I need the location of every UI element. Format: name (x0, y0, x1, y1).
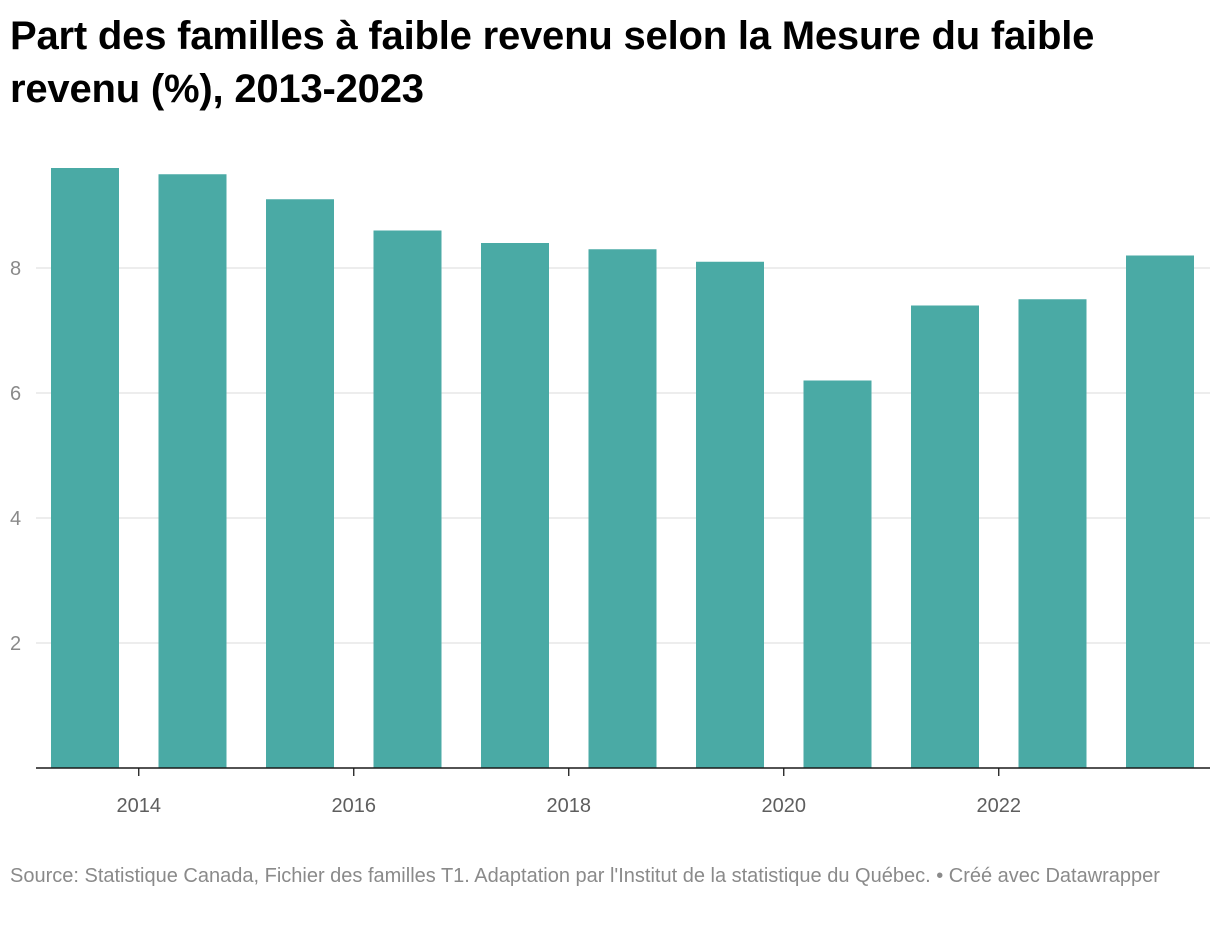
bar-2021 (911, 305, 979, 768)
source-note: Source: Statistique Canada, Fichier des … (10, 865, 1160, 887)
x-tick-label-2014: 2014 (117, 795, 162, 817)
bar-2018 (588, 249, 657, 768)
x-tick-label-2022: 2022 (977, 795, 1022, 817)
y-tick-label-6: 6 (10, 383, 21, 405)
chart-title: Part des familles à faible revenu selon … (10, 14, 1095, 111)
bar-2020 (803, 380, 872, 768)
y-tick-label-2: 2 (10, 633, 21, 655)
bar-2019 (696, 261, 764, 768)
x-tick-label-2020: 2020 (762, 795, 807, 817)
y-axis-labels: 2 4 6 8 (10, 258, 21, 655)
bar-2016 (373, 230, 442, 768)
x-axis: 2014 2016 2018 2020 2022 (36, 767, 1210, 817)
bar-chart: 2 4 6 8 2014 2016 2018 2020 2022 (10, 168, 1210, 817)
bar-2023 (1126, 255, 1194, 768)
y-tick-label-8: 8 (10, 258, 21, 280)
x-tick-label-2016: 2016 (332, 795, 377, 817)
bars (51, 168, 1194, 768)
bar-2015 (266, 199, 334, 768)
bar-2013 (51, 168, 119, 768)
x-tick-label-2018: 2018 (547, 795, 592, 817)
bar-2014 (158, 174, 227, 768)
y-tick-label-4: 4 (10, 508, 21, 530)
bar-2017 (481, 243, 549, 768)
bar-2022 (1018, 299, 1087, 768)
